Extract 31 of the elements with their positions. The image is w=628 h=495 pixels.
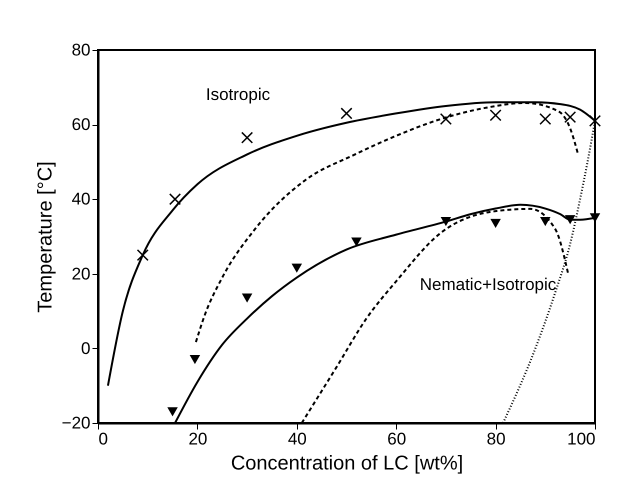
point bbox=[167, 407, 178, 416]
x-tick-label: 60 bbox=[387, 430, 406, 448]
x-tick-label: 20 bbox=[188, 430, 208, 448]
x-tick-label: 0 bbox=[98, 430, 108, 448]
point bbox=[490, 109, 502, 122]
annotation: Isotropic bbox=[206, 85, 271, 104]
point bbox=[241, 132, 254, 144]
point bbox=[539, 113, 552, 125]
x-tick-label: 100 bbox=[567, 430, 596, 448]
y-tick-label: 40 bbox=[72, 190, 90, 209]
x-axis-title: Concentration of LC [wt%] bbox=[230, 452, 464, 474]
y-tick-label: −20 bbox=[62, 414, 90, 432]
y-tick-label: 0 bbox=[81, 338, 90, 358]
point bbox=[169, 193, 182, 206]
y-tick-label: 60 bbox=[72, 115, 90, 134]
point bbox=[351, 238, 362, 247]
y-tick-label: 80 bbox=[72, 40, 90, 60]
point bbox=[564, 111, 576, 124]
annotation: Nematic+Isotropic bbox=[420, 275, 557, 294]
x-tick-label: 40 bbox=[288, 430, 307, 448]
point bbox=[490, 218, 501, 228]
point bbox=[242, 294, 252, 303]
point bbox=[589, 114, 601, 127]
point bbox=[440, 113, 452, 125]
point bbox=[340, 107, 352, 120]
point bbox=[190, 355, 200, 364]
point bbox=[136, 249, 149, 262]
y-tick-label: 20 bbox=[72, 264, 90, 284]
x-tick-label: 80 bbox=[486, 430, 506, 448]
y-axis-title: Temperature [°C] bbox=[34, 161, 57, 313]
point bbox=[292, 264, 302, 273]
